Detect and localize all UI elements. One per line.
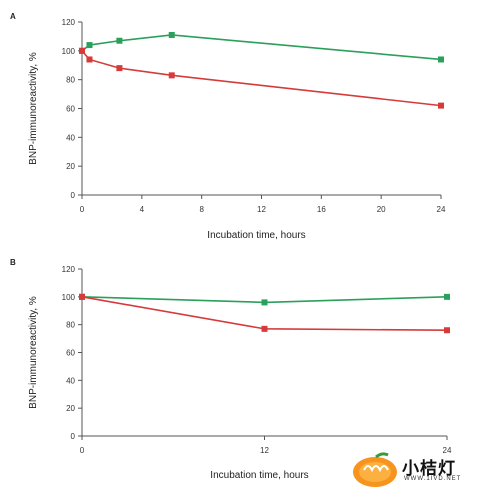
watermark-subtext: WWW.1IVD.NET	[404, 476, 462, 482]
y-tick-label: 80	[66, 76, 75, 85]
data-point	[79, 47, 85, 54]
y-tick-label: 20	[66, 162, 75, 171]
orange-icon	[353, 452, 397, 487]
x-tick-label: 16	[317, 205, 326, 214]
y-tick-label: 0	[71, 191, 76, 200]
x-tick-label: 12	[257, 205, 266, 214]
data-point	[261, 325, 268, 332]
y-tick-label: 0	[71, 432, 76, 441]
y-tick-label: 100	[62, 47, 76, 56]
x-tick-label: 24	[443, 446, 452, 455]
data-point	[444, 327, 450, 334]
data-point	[116, 65, 123, 72]
data-point	[168, 31, 175, 38]
panel-label: B	[10, 258, 16, 267]
data-point	[438, 102, 444, 109]
x-tick-label: 0	[80, 446, 85, 455]
data-point	[79, 293, 85, 300]
chart-panel-b: B 0 20 40 60 80 100 120 0 12 24 Incubation time, ho…	[10, 258, 452, 481]
y-tick-label: 60	[66, 349, 75, 358]
data-point	[86, 56, 93, 63]
y-tick-label: 80	[66, 321, 75, 330]
x-tick-label: 0	[80, 205, 85, 214]
y-axis-label: BNP-immunoreactivity, %	[28, 296, 39, 409]
data-point	[116, 37, 123, 44]
x-axis-label: Incubation time, hours	[207, 230, 305, 241]
y-tick-label: 120	[62, 18, 76, 27]
y-tick-label: 40	[66, 133, 75, 142]
x-axis-label: Incubation time, hours	[210, 470, 308, 481]
y-tick-label: 100	[62, 293, 76, 302]
data-point	[438, 56, 444, 63]
data-point	[168, 72, 175, 79]
y-tick-label: 40	[66, 376, 75, 385]
data-point	[86, 42, 93, 49]
x-tick-label: 8	[199, 205, 204, 214]
data-point	[444, 293, 450, 300]
y-tick-label: 60	[66, 105, 75, 114]
data-point	[261, 299, 268, 306]
watermark-logo: 小桔灯 WWW.1IVD.NET	[350, 452, 480, 490]
x-tick-label: 24	[437, 205, 446, 214]
y-tick-label: 120	[62, 265, 76, 274]
series-line-2	[81, 50, 442, 107]
x-tick-label: 20	[377, 205, 386, 214]
watermark-text: 小桔灯	[402, 459, 456, 478]
panel-label: A	[10, 12, 16, 21]
chart-panel-a: A 0 20 40 60 80 100 120 0 4 8 12 16 20 24 Incubation ti…	[10, 12, 446, 241]
y-tick-label: 20	[66, 404, 75, 413]
x-tick-label: 4	[140, 205, 145, 214]
x-tick-label: 12	[260, 446, 269, 455]
y-axis-label: BNP-immunoreactivity, %	[28, 52, 39, 165]
series-line-1	[81, 34, 442, 61]
